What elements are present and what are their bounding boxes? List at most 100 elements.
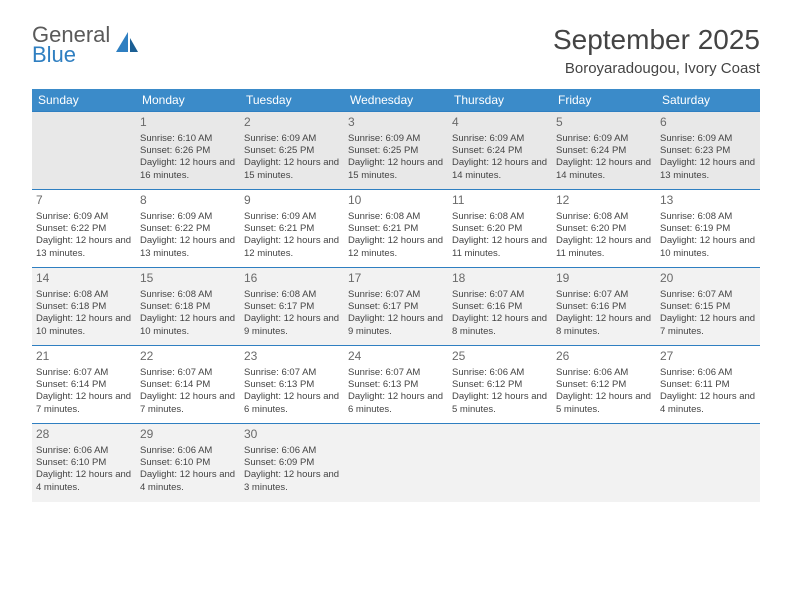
sunrise-text: Sunrise: 6:07 AM — [660, 289, 756, 301]
sunrise-text: Sunrise: 6:09 AM — [556, 133, 652, 145]
day-number: 8 — [140, 193, 236, 209]
sunset-text: Sunset: 6:17 PM — [348, 301, 444, 313]
sunset-text: Sunset: 6:10 PM — [140, 457, 236, 469]
calendar-cell: 10Sunrise: 6:08 AMSunset: 6:21 PMDayligh… — [344, 190, 448, 268]
day-number: 2 — [244, 115, 340, 131]
calendar-cell: 24 Sunrise: 6:07 AMSunset: 6:13 PMDayligh… — [344, 346, 448, 424]
daylight-text: Daylight: 12 hours and 16 minutes. — [140, 157, 236, 182]
sunrise-text: Sunrise: 6:07 AM — [140, 367, 236, 379]
sunrise-text: Sunrise: 6:09 AM — [244, 133, 340, 145]
sunset-text: Sunset: 6:24 PM — [556, 145, 652, 157]
sunrise-text: Sunrise: 6:07 AM — [348, 367, 444, 379]
sunset-text: Sunset: 6:13 PM — [348, 379, 444, 391]
weekday-row: SundayMondayTuesdayWednesdayThursdayFrid… — [32, 89, 760, 112]
weekday-header: Friday — [552, 89, 656, 112]
daylight-text: Daylight: 12 hours and 3 minutes. — [244, 469, 340, 494]
day-number: 12 — [556, 193, 652, 209]
calendar-cell: 22 Sunrise: 6:07 AMSunset: 6:14 PMDayligh… — [136, 346, 240, 424]
daylight-text: Daylight: 12 hours and 10 minutes. — [140, 313, 236, 338]
calendar-cell: 6Sunrise: 6:09 AMSunset: 6:23 PMDaylight… — [656, 112, 760, 190]
calendar-page: General Blue September 2025 Boroyaradoug… — [0, 0, 792, 526]
sunrise-text: Sunrise: 6:07 AM — [36, 367, 132, 379]
calendar-cell: 16Sunrise: 6:08 AMSunset: 6:17 PMDayligh… — [240, 268, 344, 346]
day-number: 13 — [660, 193, 756, 209]
calendar-table: SundayMondayTuesdayWednesdayThursdayFrid… — [32, 89, 760, 502]
daylight-text: Daylight: 12 hours and 13 minutes. — [660, 157, 756, 182]
daylight-text: Daylight: 12 hours and 7 minutes. — [140, 391, 236, 416]
sunset-text: Sunset: 6:21 PM — [348, 223, 444, 235]
sunset-text: Sunset: 6:21 PM — [244, 223, 340, 235]
calendar-cell: 7Sunrise: 6:09 AMSunset: 6:22 PMDaylight… — [32, 190, 136, 268]
day-number: 15 — [140, 271, 236, 287]
month-title: September 2025 — [553, 24, 760, 56]
sunset-text: Sunset: 6:18 PM — [140, 301, 236, 313]
daylight-text: Daylight: 12 hours and 9 minutes. — [244, 313, 340, 338]
calendar-cell: 20Sunrise: 6:07 AMSunset: 6:15 PMDayligh… — [656, 268, 760, 346]
sunrise-text: Sunrise: 6:08 AM — [348, 211, 444, 223]
day-number: 24 — [348, 349, 444, 365]
sunrise-text: Sunrise: 6:09 AM — [36, 211, 132, 223]
day-number: 18 — [452, 271, 548, 287]
daylight-text: Daylight: 12 hours and 8 minutes. — [556, 313, 652, 338]
daylight-text: Daylight: 12 hours and 14 minutes. — [452, 157, 548, 182]
sunset-text: Sunset: 6:23 PM — [660, 145, 756, 157]
day-number: 27 — [660, 349, 756, 365]
day-number: 23 — [244, 349, 340, 365]
sunset-text: Sunset: 6:18 PM — [36, 301, 132, 313]
sail-icon — [114, 30, 140, 61]
sunrise-text: Sunrise: 6:07 AM — [348, 289, 444, 301]
header: General Blue September 2025 Boroyaradoug… — [32, 24, 760, 77]
logo-line2: Blue — [32, 44, 110, 66]
sunrise-text: Sunrise: 6:08 AM — [660, 211, 756, 223]
daylight-text: Daylight: 12 hours and 13 minutes. — [36, 235, 132, 260]
calendar-cell: 18Sunrise: 6:07 AMSunset: 6:16 PMDayligh… — [448, 268, 552, 346]
day-number: 29 — [140, 427, 236, 443]
weekday-header: Sunday — [32, 89, 136, 112]
weekday-header: Saturday — [656, 89, 760, 112]
sunrise-text: Sunrise: 6:06 AM — [36, 445, 132, 457]
daylight-text: Daylight: 12 hours and 13 minutes. — [140, 235, 236, 260]
sunrise-text: Sunrise: 6:06 AM — [244, 445, 340, 457]
daylight-text: Daylight: 12 hours and 6 minutes. — [244, 391, 340, 416]
calendar-cell: 11Sunrise: 6:08 AMSunset: 6:20 PMDayligh… — [448, 190, 552, 268]
sunrise-text: Sunrise: 6:07 AM — [244, 367, 340, 379]
day-number: 5 — [556, 115, 652, 131]
calendar-cell: 4Sunrise: 6:09 AMSunset: 6:24 PMDaylight… — [448, 112, 552, 190]
sunset-text: Sunset: 6:14 PM — [140, 379, 236, 391]
daylight-text: Daylight: 12 hours and 5 minutes. — [452, 391, 548, 416]
sunset-text: Sunset: 6:17 PM — [244, 301, 340, 313]
sunrise-text: Sunrise: 6:08 AM — [556, 211, 652, 223]
sunrise-text: Sunrise: 6:09 AM — [244, 211, 340, 223]
sunrise-text: Sunrise: 6:08 AM — [36, 289, 132, 301]
calendar-cell: 14 Sunrise: 6:08 AMSunset: 6:18 PMDayligh… — [32, 268, 136, 346]
daylight-text: Daylight: 12 hours and 5 minutes. — [556, 391, 652, 416]
sunrise-text: Sunrise: 6:06 AM — [660, 367, 756, 379]
calendar-cell: 13Sunrise: 6:08 AMSunset: 6:19 PMDayligh… — [656, 190, 760, 268]
daylight-text: Daylight: 12 hours and 11 minutes. — [556, 235, 652, 260]
calendar-cell: 28Sunrise: 6:06 AMSunset: 6:10 PMDayligh… — [32, 424, 136, 502]
day-number: 14 — [36, 271, 132, 287]
day-number: 22 — [140, 349, 236, 365]
daylight-text: Daylight: 12 hours and 6 minutes. — [348, 391, 444, 416]
daylight-text: Daylight: 12 hours and 10 minutes. — [36, 313, 132, 338]
sunset-text: Sunset: 6:25 PM — [244, 145, 340, 157]
day-number: 25 — [452, 349, 548, 365]
sunset-text: Sunset: 6:15 PM — [660, 301, 756, 313]
sunrise-text: Sunrise: 6:06 AM — [556, 367, 652, 379]
daylight-text: Daylight: 12 hours and 9 minutes. — [348, 313, 444, 338]
calendar-cell: 25Sunrise: 6:06 AMSunset: 6:12 PMDayligh… — [448, 346, 552, 424]
weekday-header: Wednesday — [344, 89, 448, 112]
sunset-text: Sunset: 6:22 PM — [36, 223, 132, 235]
sunrise-text: Sunrise: 6:07 AM — [556, 289, 652, 301]
calendar-cell: 29Sunrise: 6:06 AMSunset: 6:10 PMDayligh… — [136, 424, 240, 502]
calendar-cell: 5Sunrise: 6:09 AMSunset: 6:24 PMDaylight… — [552, 112, 656, 190]
calendar-cell: 8Sunrise: 6:09 AMSunset: 6:22 PMDaylight… — [136, 190, 240, 268]
sunset-text: Sunset: 6:26 PM — [140, 145, 236, 157]
calendar-week: 28Sunrise: 6:06 AMSunset: 6:10 PMDayligh… — [32, 424, 760, 502]
calendar-week: 21Sunrise: 6:07 AMSunset: 6:14 PMDayligh… — [32, 346, 760, 424]
sunset-text: Sunset: 6:09 PM — [244, 457, 340, 469]
calendar-cell: 12Sunrise: 6:08 AMSunset: 6:20 PMDayligh… — [552, 190, 656, 268]
sunset-text: Sunset: 6:25 PM — [348, 145, 444, 157]
sunrise-text: Sunrise: 6:09 AM — [140, 211, 236, 223]
day-number: 30 — [244, 427, 340, 443]
